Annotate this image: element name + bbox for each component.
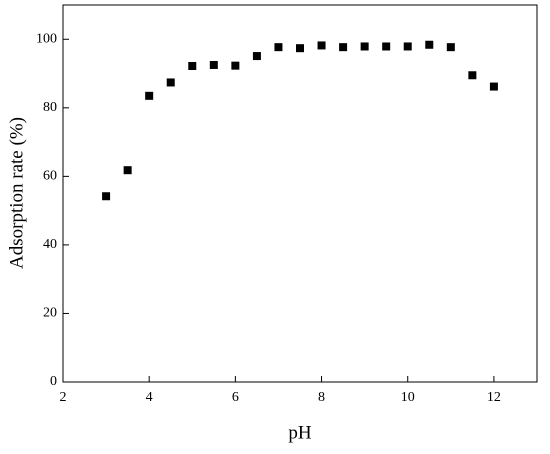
x-tick-label: 6 [232, 390, 239, 405]
data-point [209, 60, 218, 69]
plot-frame [62, 4, 538, 383]
y-tick-label: 80 [43, 100, 57, 115]
data-point [382, 42, 391, 51]
y-axis-label: Adsorption rate (%) [6, 117, 27, 269]
y-tick-label: 20 [43, 306, 57, 321]
data-point [489, 82, 498, 91]
y-tick-label: 100 [36, 31, 57, 46]
data-point [274, 43, 283, 52]
x-tick-label: 4 [146, 390, 153, 405]
y-tick-label: 40 [43, 237, 57, 252]
data-point [403, 42, 412, 51]
data-point [317, 41, 326, 50]
data-point [339, 43, 348, 52]
data-point [252, 52, 261, 61]
data-point [468, 71, 477, 80]
data-point [425, 40, 434, 49]
y-tick-label: 60 [43, 169, 57, 184]
data-point [296, 44, 304, 53]
data-point [102, 192, 111, 201]
data-point [145, 91, 154, 100]
x-tick-label: 12 [487, 390, 501, 405]
x-tick-label: 8 [318, 390, 325, 405]
data-point [360, 42, 369, 51]
x-tick-label: 10 [401, 390, 415, 405]
data-point [188, 62, 197, 71]
data-point [231, 61, 240, 70]
y-tick-label: 0 [50, 374, 57, 389]
data-point [123, 166, 132, 175]
x-axis-label: pH [288, 422, 312, 443]
x-tick-label: 2 [60, 390, 67, 405]
data-point [166, 78, 175, 87]
data-point [446, 43, 455, 52]
